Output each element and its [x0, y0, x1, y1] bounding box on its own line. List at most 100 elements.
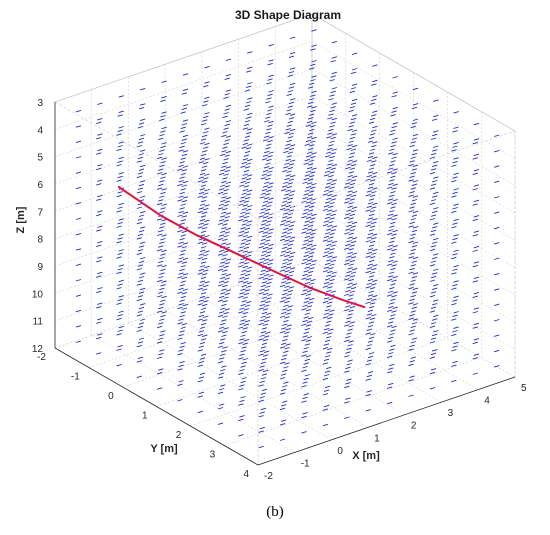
- field-vector: [286, 139, 292, 143]
- field-vector: [289, 159, 296, 162]
- field-vector: [282, 200, 288, 203]
- field-vector: [323, 404, 330, 408]
- field-vector: [197, 272, 203, 275]
- field-vector: [245, 70, 252, 73]
- field-vector: [222, 177, 228, 180]
- field-vector: [97, 225, 103, 228]
- field-vector: [220, 338, 226, 341]
- field-vector: [311, 136, 317, 140]
- field-vector: [204, 204, 210, 207]
- field-vector: [324, 201, 331, 204]
- field-vector: [178, 210, 184, 214]
- field-vector: [322, 377, 329, 381]
- field-vector: [225, 289, 232, 292]
- field-vector: [386, 217, 393, 220]
- field-vector: [161, 265, 167, 268]
- field-vector: [282, 185, 288, 188]
- field-vector: [225, 258, 232, 261]
- field-vector: [198, 345, 205, 348]
- field-vector: [201, 273, 208, 276]
- field-vector: [451, 256, 457, 260]
- field-vector: [430, 260, 437, 263]
- field-vector: [247, 66, 253, 70]
- field-vector: [372, 79, 378, 83]
- field-vector: [429, 202, 436, 206]
- field-vector: [179, 284, 185, 287]
- field-vector: [280, 342, 287, 346]
- field-vector: [347, 282, 353, 285]
- field-vector: [177, 368, 183, 371]
- field-vector: [268, 274, 274, 277]
- field-vector: [311, 106, 317, 109]
- y-tick-label: 0: [108, 391, 114, 402]
- field-vector: [327, 347, 333, 351]
- field-vector: [372, 279, 378, 283]
- field-vector: [433, 99, 439, 102]
- field-vector: [158, 291, 164, 294]
- field-vector: [224, 77, 230, 81]
- field-vector: [366, 159, 373, 162]
- field-vector: [245, 162, 252, 165]
- field-vector: [262, 262, 269, 265]
- field-vector: [279, 361, 286, 365]
- field-vector: [217, 360, 224, 364]
- field-vector: [285, 266, 291, 269]
- field-vector: [262, 154, 269, 157]
- field-vector: [287, 182, 294, 185]
- field-vector: [309, 82, 315, 86]
- field-vector: [240, 365, 246, 368]
- field-vector: [433, 283, 439, 287]
- field-vector: [180, 249, 186, 253]
- field-vector: [159, 318, 165, 321]
- field-vector: [97, 148, 103, 152]
- field-vector: [265, 285, 271, 288]
- field-vector: [348, 232, 354, 236]
- field-vector: [304, 374, 311, 377]
- field-vector: [329, 109, 335, 113]
- field-vector: [282, 385, 288, 388]
- field-vector: [390, 252, 396, 255]
- field-vector: [324, 216, 331, 220]
- field-vector: [159, 272, 165, 275]
- field-vector: [238, 341, 244, 345]
- field-vector: [348, 294, 354, 297]
- field-vector: [286, 293, 292, 296]
- field-vector: [349, 305, 356, 309]
- field-vector: [160, 207, 166, 210]
- field-vector: [117, 175, 123, 179]
- field-vector: [408, 179, 414, 182]
- field-vector: [372, 202, 378, 206]
- field-vector: [389, 302, 395, 305]
- field-vector: [345, 366, 351, 370]
- field-vector: [410, 233, 416, 236]
- gridline: [54, 259, 313, 349]
- field-vector: [265, 331, 271, 335]
- field-vector: [242, 158, 249, 161]
- field-vector: [220, 184, 226, 187]
- field-vector: [322, 362, 329, 365]
- field-vector: [242, 265, 249, 269]
- field-vector: [348, 263, 354, 266]
- field-vector: [116, 225, 122, 228]
- z-tick-label: 7: [37, 207, 43, 218]
- field-vector: [412, 149, 419, 152]
- field-vector: [197, 287, 203, 291]
- field-vector: [138, 106, 145, 110]
- field-vector: [391, 156, 397, 159]
- field-vector: [433, 191, 439, 195]
- field-vector: [431, 349, 438, 352]
- field-vector: [218, 388, 225, 391]
- field-vector: [222, 254, 228, 257]
- field-vector: [330, 136, 336, 140]
- z-tick-label: 12: [32, 344, 44, 355]
- field-vector: [161, 295, 167, 299]
- field-vector: [453, 141, 459, 145]
- field-vector: [241, 192, 247, 195]
- field-vector: [328, 144, 334, 147]
- field-vector: [389, 225, 395, 228]
- field-vector: [430, 306, 437, 310]
- field-vector: [137, 156, 144, 160]
- field-vector: [260, 407, 267, 411]
